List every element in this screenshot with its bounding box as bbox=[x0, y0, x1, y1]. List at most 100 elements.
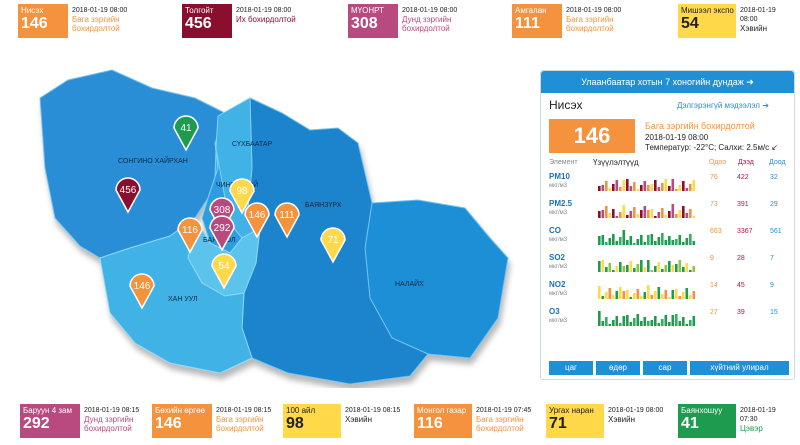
pollutant-trend-sparkline bbox=[598, 260, 696, 272]
station-tile-bokhiin-urguu[interactable]: Бөхийн өргөө 146 2018-01-19 08:15 Бага з… bbox=[152, 404, 280, 438]
sparkline-bar bbox=[598, 186, 601, 191]
station-marker[interactable]: 54 bbox=[211, 253, 237, 290]
station-marker[interactable]: 456 bbox=[115, 177, 141, 214]
aqi-value: 54 bbox=[681, 15, 699, 32]
station-tile-bayankhoshuu[interactable]: Баянхошуу 41 2018-01-19 07:30 Цэвэр bbox=[678, 404, 798, 438]
sparkline-bar bbox=[626, 265, 629, 272]
aqi-value: 292 bbox=[23, 415, 50, 432]
sparkline-bar bbox=[689, 295, 692, 299]
timestamp: 2018-01-19 08:00 bbox=[608, 407, 664, 414]
sparkline-bar bbox=[682, 267, 685, 272]
sparkline-bar bbox=[678, 260, 682, 272]
sparkline-bar bbox=[654, 216, 657, 218]
pollutant-current: 27 bbox=[710, 309, 718, 316]
station-tile-amgalan[interactable]: Амгалан 111 2018-01-19 08:00 Бага зэргий… bbox=[512, 4, 652, 38]
sparkline-bar bbox=[626, 179, 629, 191]
tab-month[interactable]: сар bbox=[643, 361, 687, 375]
station-tile-100-ail[interactable]: 100 айл 98 2018-01-19 08:15 Хэвийн bbox=[283, 404, 411, 438]
sparkline-bar bbox=[643, 242, 647, 245]
station-tile-muonrt[interactable]: МҮОНРТ 308 2018-01-19 08:00 Дунд зэргийн… bbox=[348, 4, 488, 38]
station-marker[interactable]: 71 bbox=[320, 227, 346, 264]
sparkline-bar bbox=[689, 320, 692, 326]
sparkline-bar bbox=[675, 189, 678, 191]
station-marker[interactable]: 308 bbox=[209, 197, 235, 234]
station-tile-mongol-gazar[interactable]: Монгол газар 116 2018-01-19 07:45 Бага з… bbox=[414, 404, 542, 438]
pollutant-row: SO2 мкг/м3 9 28 7 bbox=[549, 253, 789, 279]
sparkline-bar bbox=[636, 264, 640, 272]
weekly-average-link[interactable]: Улаанбаатар хотын 7 хоногийн дундаж ➔ bbox=[541, 71, 794, 93]
sparkline-bar bbox=[619, 262, 622, 272]
sparkline-bar bbox=[689, 209, 692, 218]
sparkline-bar bbox=[661, 319, 664, 326]
aqi-box: Нисэх 146 bbox=[18, 4, 68, 38]
station-marker[interactable]: 146 bbox=[129, 273, 155, 310]
sparkline-bar bbox=[657, 237, 661, 245]
station-marker[interactable]: 116 bbox=[177, 217, 203, 254]
sparkline-bar bbox=[640, 321, 643, 326]
station-tile-urgakh-naran[interactable]: Ургах наран 71 2018-01-19 08:00 Хэвийн bbox=[546, 404, 676, 438]
tab-cold-season[interactable]: хүйтний улирал bbox=[690, 361, 789, 375]
sparkline-bar bbox=[654, 241, 657, 245]
station-tile-baruun-4-zam[interactable]: Баруун 4 зам 292 2018-01-19 08:15 Дунд з… bbox=[20, 404, 150, 438]
pollutant-current: 9 bbox=[710, 255, 714, 262]
sparkline-bar bbox=[654, 266, 657, 272]
station-marker[interactable]: 292 bbox=[209, 215, 235, 252]
sparkline-bar bbox=[650, 209, 654, 218]
station-marker[interactable]: 111 bbox=[274, 202, 300, 239]
sparkline-bar bbox=[668, 297, 671, 299]
timestamp: 2018-01-19 08:00 bbox=[740, 7, 776, 23]
pollutant-current: 663 bbox=[710, 228, 722, 235]
aqi-value: 146 bbox=[155, 415, 182, 432]
sparkline-bar bbox=[664, 315, 668, 326]
sparkline-bar bbox=[654, 291, 657, 299]
station-name: Мишээл экспо bbox=[681, 6, 734, 15]
map-pin-icon bbox=[274, 202, 300, 239]
station-info: 2018-01-19 08:00 Хэвийн bbox=[736, 4, 796, 38]
timestamp: 2018-01-19 08:00 bbox=[566, 7, 622, 14]
station-tile-nisekh[interactable]: Нисэх 146 2018-01-19 08:00 Бага зэргийн … bbox=[18, 4, 158, 38]
marker-value: 456 bbox=[120, 185, 137, 196]
sparkline-bar bbox=[626, 215, 629, 218]
sparkline-bar bbox=[601, 235, 605, 245]
pollutant-name: SO2 bbox=[549, 253, 566, 262]
panel-station-name: Нисэх bbox=[549, 98, 583, 112]
sparkline-bar bbox=[664, 265, 668, 272]
station-marker[interactable]: 41 bbox=[173, 115, 199, 152]
pollutant-name: CO bbox=[549, 226, 561, 235]
pollutant-row: PM2.5 мкг/м3 73 391 29 bbox=[549, 199, 789, 225]
timestamp: 2018-01-19 08:00 bbox=[236, 7, 292, 14]
tab-day[interactable]: өдөр bbox=[596, 361, 640, 375]
map-pin-icon bbox=[229, 178, 255, 215]
district-label-sukhbaatar: СҮХБААТАР bbox=[232, 141, 273, 148]
sparkline-bar bbox=[612, 234, 615, 245]
city-district-map[interactable]: СОНГИНО ХАЙРХАН СҮХБААТАР ЧИНГЭЛТЭЙ БАЯН… bbox=[20, 58, 525, 388]
pollutant-max: 422 bbox=[737, 174, 749, 181]
marker-value: 116 bbox=[182, 225, 198, 236]
map-pin-icon bbox=[115, 177, 141, 214]
status-text: Хэвийн bbox=[345, 415, 373, 424]
timestamp: 2018-01-19 08:15 bbox=[345, 407, 401, 414]
sparkline-bar bbox=[661, 269, 664, 272]
station-tile-tolgoit[interactable]: Толгойт 456 2018-01-19 08:00 Их бохирдол… bbox=[182, 4, 322, 38]
sparkline-bar bbox=[685, 324, 689, 326]
sparkline-bar bbox=[678, 235, 682, 245]
marker-value: 308 bbox=[214, 205, 231, 216]
details-link[interactable]: Дэлгэрэнгүй мэдээлэл ➔ bbox=[677, 101, 769, 110]
marker-value: 71 bbox=[327, 235, 339, 246]
sparkline-bar bbox=[612, 320, 615, 326]
pollutant-trend-sparkline bbox=[598, 204, 696, 218]
sparkline-bar bbox=[640, 210, 643, 218]
sparkline-bar bbox=[678, 185, 682, 191]
station-marker[interactable]: 146 bbox=[244, 202, 270, 239]
pollutant-unit: мкг/м3 bbox=[549, 291, 568, 297]
station-tile-misheel-expo[interactable]: Мишээл экспо 54 2018-01-19 08:00 Хэвийн bbox=[678, 4, 796, 38]
pollutant-min: 32 bbox=[770, 174, 778, 181]
sparkline-bar bbox=[605, 267, 608, 272]
station-name: МҮОНРТ bbox=[351, 6, 384, 15]
sparkline-bar bbox=[629, 261, 633, 272]
tab-hour[interactable]: цаг bbox=[549, 361, 593, 375]
map-pin-icon bbox=[209, 197, 235, 234]
sparkline-bar bbox=[647, 210, 650, 218]
station-marker[interactable]: 98 bbox=[229, 178, 255, 215]
aqi-box: Баруун 4 зам 292 bbox=[20, 404, 80, 438]
